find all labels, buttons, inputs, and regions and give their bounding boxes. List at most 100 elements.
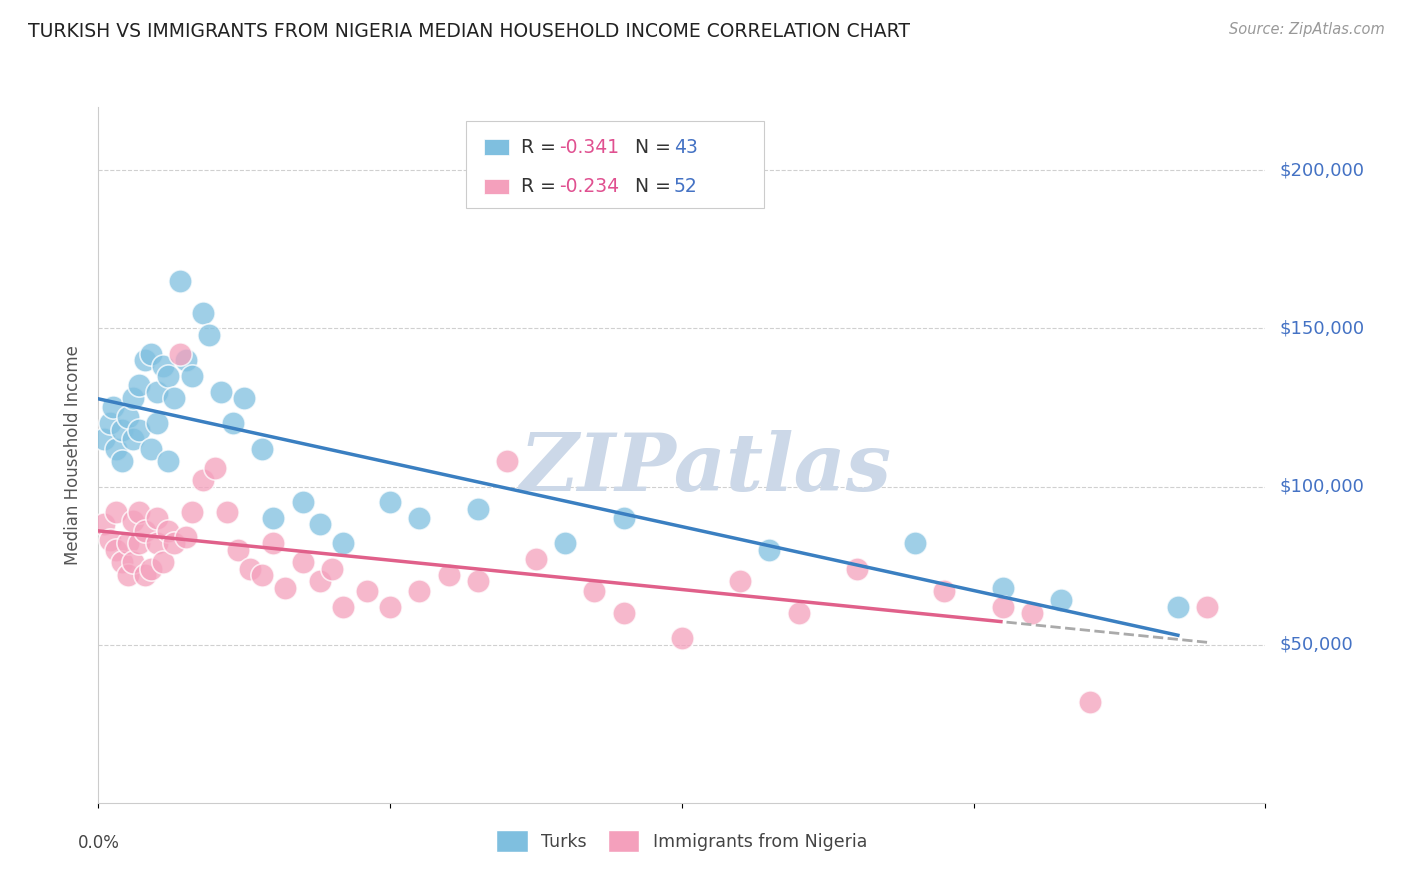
Point <box>612 606 634 620</box>
Point <box>904 536 927 550</box>
Point <box>233 391 256 405</box>
Point <box>93 432 115 446</box>
Point <box>139 347 162 361</box>
Point <box>180 505 202 519</box>
Point <box>134 524 156 538</box>
Point <box>128 536 150 550</box>
Point <box>163 391 186 405</box>
Point <box>524 552 547 566</box>
Point <box>221 417 243 431</box>
Point <box>758 542 780 557</box>
Legend: Turks, Immigrants from Nigeria: Turks, Immigrants from Nigeria <box>488 822 876 860</box>
Point <box>122 432 145 446</box>
Text: N =: N = <box>636 137 678 157</box>
Point <box>262 511 284 525</box>
Point <box>122 391 145 405</box>
Point <box>152 359 174 374</box>
Point <box>495 454 517 468</box>
Point <box>437 568 460 582</box>
Text: -0.341: -0.341 <box>560 137 620 157</box>
Point <box>146 511 169 525</box>
Text: $100,000: $100,000 <box>1279 477 1364 496</box>
Point <box>139 442 162 456</box>
Point <box>193 473 215 487</box>
Point <box>101 401 124 415</box>
Point <box>321 562 343 576</box>
Text: 52: 52 <box>673 177 697 195</box>
Point <box>991 581 1014 595</box>
Point <box>1167 599 1189 614</box>
FancyBboxPatch shape <box>484 139 509 154</box>
Text: $200,000: $200,000 <box>1279 161 1364 179</box>
Point <box>1021 606 1043 620</box>
Point <box>291 556 314 570</box>
Point <box>104 505 127 519</box>
Point <box>128 423 150 437</box>
Point <box>583 583 606 598</box>
Point <box>174 530 197 544</box>
Point <box>554 536 576 550</box>
Point <box>239 562 262 576</box>
Point <box>111 454 134 468</box>
Point <box>174 353 197 368</box>
Point <box>845 562 868 576</box>
Point <box>262 536 284 550</box>
Point <box>356 583 378 598</box>
Point <box>1080 695 1102 709</box>
Point <box>134 568 156 582</box>
Point <box>98 533 121 548</box>
Text: TURKISH VS IMMIGRANTS FROM NIGERIA MEDIAN HOUSEHOLD INCOME CORRELATION CHART: TURKISH VS IMMIGRANTS FROM NIGERIA MEDIA… <box>28 22 910 41</box>
Point <box>787 606 810 620</box>
FancyBboxPatch shape <box>484 178 509 194</box>
Point <box>309 574 332 589</box>
Point <box>146 384 169 399</box>
Point <box>146 417 169 431</box>
Point <box>274 581 297 595</box>
Text: 0.0%: 0.0% <box>77 834 120 852</box>
Text: ZIPatlas: ZIPatlas <box>519 430 891 508</box>
Point <box>204 460 226 475</box>
Point <box>934 583 956 598</box>
Point <box>117 568 139 582</box>
Point <box>146 536 169 550</box>
Point <box>408 583 430 598</box>
Point <box>250 568 273 582</box>
Point <box>671 632 693 646</box>
Text: $50,000: $50,000 <box>1279 636 1353 654</box>
Point <box>408 511 430 525</box>
Point <box>332 599 354 614</box>
Point <box>169 274 191 288</box>
Point <box>193 305 215 319</box>
Point <box>163 536 186 550</box>
Point <box>1195 599 1218 614</box>
Point <box>104 542 127 557</box>
Text: N =: N = <box>636 177 678 195</box>
Text: -0.234: -0.234 <box>560 177 620 195</box>
Point <box>215 505 238 519</box>
Y-axis label: Median Household Income: Median Household Income <box>63 345 82 565</box>
Point <box>612 511 634 525</box>
Point <box>93 517 115 532</box>
Point <box>104 442 127 456</box>
Text: R =: R = <box>520 137 562 157</box>
Point <box>332 536 354 550</box>
Point <box>378 495 402 509</box>
Point <box>111 423 134 437</box>
Text: R =: R = <box>520 177 562 195</box>
Point <box>378 599 402 614</box>
Point <box>111 556 134 570</box>
Text: 43: 43 <box>673 137 697 157</box>
Point <box>139 562 162 576</box>
Text: $150,000: $150,000 <box>1279 319 1364 337</box>
Point <box>134 353 156 368</box>
FancyBboxPatch shape <box>465 121 763 208</box>
Point <box>467 501 489 516</box>
Point <box>128 505 150 519</box>
Point <box>728 574 751 589</box>
Point <box>117 536 139 550</box>
Point <box>122 514 145 528</box>
Point <box>152 556 174 570</box>
Point <box>117 409 139 424</box>
Point <box>157 524 180 538</box>
Point <box>180 368 202 383</box>
